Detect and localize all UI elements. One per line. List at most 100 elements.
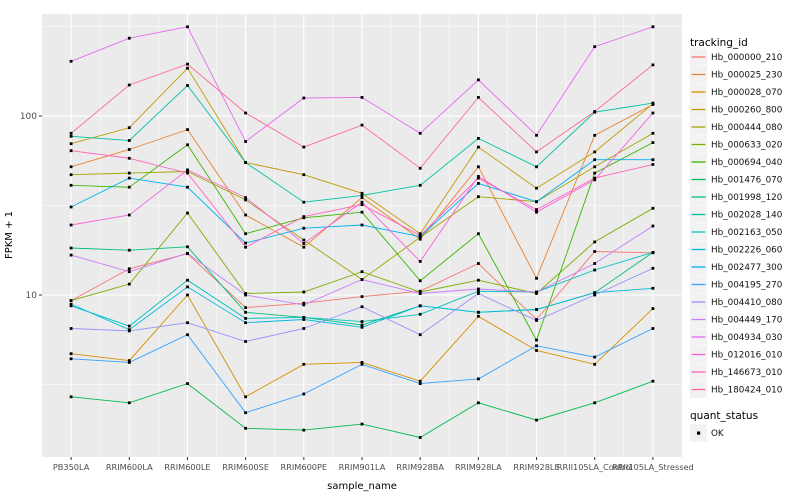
- x-tick-label: RRIM600LE: [164, 462, 210, 472]
- data-point: [360, 278, 364, 281]
- data-point: [535, 292, 538, 295]
- data-point: [244, 411, 247, 415]
- data-point: [418, 234, 422, 237]
- data-point: [127, 324, 131, 328]
- data-point: [477, 262, 480, 265]
- legend-item-label: Hb_146673_010: [711, 368, 783, 378]
- data-point: [477, 278, 480, 282]
- data-point: [651, 379, 655, 383]
- data-point: [651, 251, 655, 254]
- data-point: [477, 287, 480, 291]
- data-point: [244, 140, 247, 143]
- data-point: [651, 327, 655, 330]
- data-point: [535, 200, 538, 204]
- data-point: [69, 299, 73, 302]
- data-point: [593, 110, 597, 113]
- data-point: [69, 395, 73, 399]
- y-tick-label: 10: [26, 291, 38, 301]
- data-point: [186, 211, 189, 215]
- data-point: [418, 382, 422, 385]
- data-point: [535, 186, 538, 190]
- data-point: [477, 401, 480, 405]
- data-point: [186, 333, 189, 337]
- plot-panel: 100 10 PB350LA RRIM600LA RRIM600LE RRIM600SE R…: [20, 14, 783, 472]
- data-point: [244, 321, 247, 325]
- data-point: [477, 195, 480, 199]
- data-point: [651, 163, 655, 166]
- data-point: [302, 173, 306, 177]
- data-point: [186, 84, 189, 87]
- legend-item-label: Hb_002477_300: [711, 263, 783, 273]
- data-point: [477, 377, 480, 381]
- data-point: [186, 171, 189, 175]
- quant-status-label: OK: [711, 429, 724, 439]
- x-tick-label: RRII105LA_Control: [557, 462, 633, 472]
- data-point: [186, 382, 189, 385]
- data-point: [535, 418, 538, 422]
- data-point: [69, 246, 73, 250]
- data-point: [535, 319, 538, 322]
- data-point: [477, 78, 480, 82]
- data-point: [244, 306, 247, 309]
- data-point: [302, 392, 306, 396]
- data-point: [302, 301, 306, 305]
- data-point: [302, 226, 306, 230]
- data-point: [360, 123, 364, 127]
- data-point: [477, 314, 480, 318]
- legend-item-label: Hb_002028_140: [711, 211, 783, 221]
- data-point: [127, 329, 131, 333]
- data-point: [69, 327, 73, 330]
- data-point: [360, 210, 364, 214]
- data-point: [186, 321, 189, 325]
- quant-status-marker: [697, 431, 701, 435]
- data-point: [593, 165, 597, 169]
- data-point: [69, 142, 73, 146]
- data-point: [593, 171, 597, 175]
- data-point: [360, 191, 364, 195]
- legend-item-label: Hb_012016_010: [711, 351, 783, 361]
- legend-item-label: Hb_000025_230: [711, 71, 783, 81]
- data-point: [127, 126, 131, 130]
- legend-item-label: Hb_180424_010: [711, 386, 783, 396]
- data-point: [360, 305, 364, 309]
- legend-item-label: Hb_004410_080: [711, 298, 783, 308]
- data-point: [244, 293, 247, 297]
- x-tick-label: RRIM928BA: [396, 462, 444, 472]
- data-point: [535, 150, 538, 154]
- data-point: [360, 196, 364, 199]
- y-axis-title: FPKM + 1: [4, 211, 15, 259]
- data-point: [593, 150, 597, 154]
- data-point: [302, 303, 306, 307]
- data-point: [186, 278, 189, 282]
- data-point: [127, 401, 131, 405]
- data-point: [651, 266, 655, 270]
- data-point: [302, 145, 306, 149]
- data-point: [69, 131, 73, 135]
- data-point: [418, 131, 422, 135]
- legend-item-label: Hb_000633_020: [711, 141, 783, 151]
- data-point: [651, 307, 655, 310]
- x-axis-title: sample_name: [327, 481, 397, 492]
- data-point: [69, 59, 73, 63]
- data-point: [477, 292, 480, 295]
- data-point: [127, 185, 131, 189]
- data-point: [535, 308, 538, 311]
- data-point: [69, 304, 73, 308]
- data-point: [127, 361, 131, 364]
- data-point: [418, 260, 422, 263]
- data-point: [244, 340, 247, 343]
- data-point: [477, 165, 480, 169]
- data-point: [186, 285, 189, 289]
- data-point: [69, 253, 73, 257]
- data-point: [360, 295, 364, 298]
- legend-item-label: Hb_004449_170: [711, 316, 783, 326]
- data-point: [302, 200, 306, 204]
- x-tick-label: RRIM600SE: [222, 462, 269, 472]
- data-point: [302, 316, 306, 319]
- data-point: [593, 240, 597, 244]
- data-point: [477, 310, 480, 314]
- legend-item-label: Hb_002226_060: [711, 246, 783, 256]
- legend-item-label: Hb_000444_080: [711, 123, 783, 133]
- legend-item-label: Hb_000000_210: [711, 53, 783, 63]
